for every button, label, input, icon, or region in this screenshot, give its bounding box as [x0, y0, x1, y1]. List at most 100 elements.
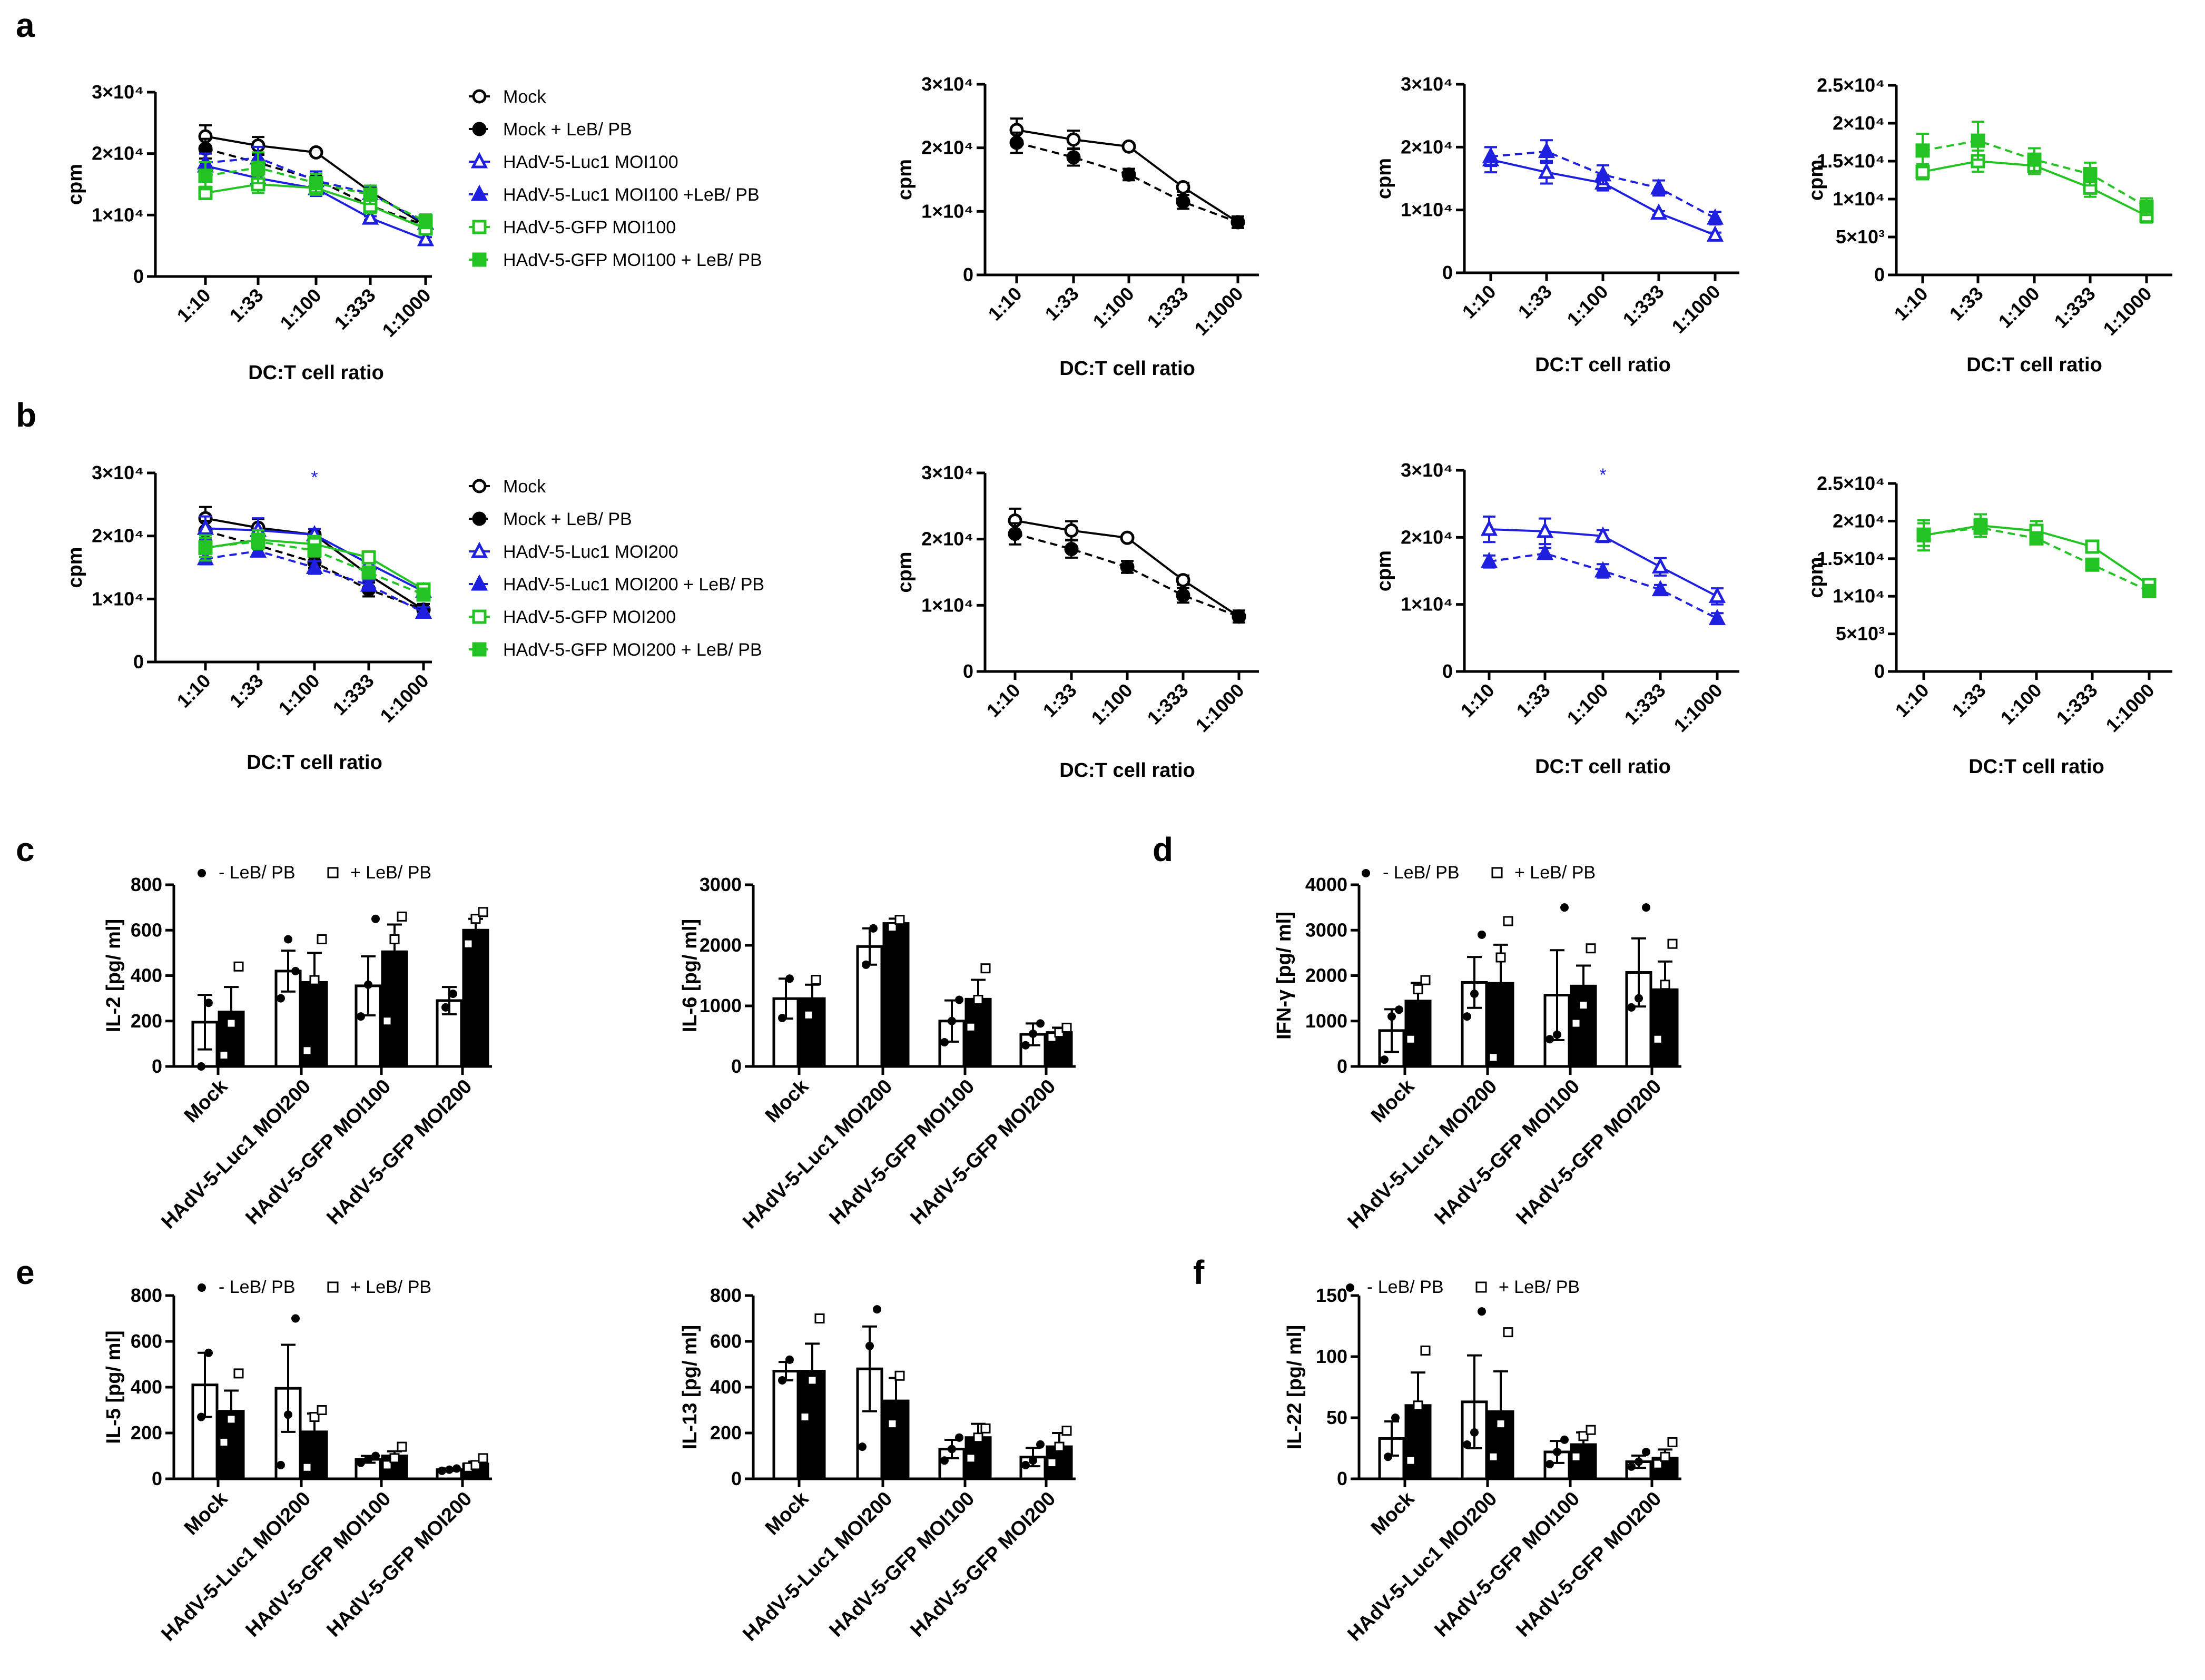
data-point — [1594, 526, 1612, 543]
replicate-dot — [1642, 1447, 1650, 1456]
chart-a3: 0 1×10⁴ 2×10⁴ 3×10⁴ 1:10 1:33 1:100 1:3331:1000… — [1373, 73, 1739, 376]
data-point — [306, 558, 323, 574]
x-tick-label: 1:10 — [1891, 679, 1933, 722]
y-tick-label: 0 — [731, 1468, 742, 1489]
chart-b2: 0 1×10⁴ 2×10⁴ 3×10⁴ 1:10 1:33 1:100 1:3331:1000… — [894, 462, 1259, 782]
significance-star: * — [1599, 465, 1606, 485]
x-tick-label: Mock — [761, 1075, 813, 1127]
x-axis-label: DC:T cell ratio — [1966, 354, 2102, 376]
y-axis-label: cpm — [894, 551, 916, 592]
y-tick-label: 3×10⁴ — [921, 73, 973, 95]
x-axis-label: DC:T cell ratio — [248, 362, 384, 384]
replicate-dot — [858, 1442, 867, 1451]
legend-square — [327, 1281, 339, 1293]
y-tick-label: 2×10⁴ — [1401, 526, 1453, 548]
bar — [772, 1370, 800, 1480]
data-point — [307, 543, 322, 558]
replicate-square — [397, 911, 407, 922]
data-point — [1538, 162, 1556, 179]
replicate-dot — [1553, 1030, 1561, 1039]
y-tick-label: 3×10⁴ — [92, 81, 144, 103]
bar — [856, 1367, 883, 1480]
legend-label: + LeB/ PB — [1499, 1277, 1580, 1297]
x-tick-label: HAdV-5-GFP MOI200 — [322, 1075, 476, 1229]
legend-marker — [472, 511, 487, 526]
y-tick-label: 200 — [131, 1422, 162, 1444]
bar — [1625, 971, 1652, 1068]
data-point — [1650, 178, 1668, 195]
data-point — [1650, 203, 1668, 220]
replicate-dot — [1560, 1435, 1569, 1444]
replicate-dot — [1021, 1041, 1030, 1050]
x-tick-label: 1:33 — [1512, 679, 1554, 722]
replicate-dot — [197, 1412, 205, 1421]
legend-marker — [472, 122, 487, 136]
y-tick-label: 5×10³ — [1836, 623, 1885, 645]
replicate-square — [309, 975, 320, 985]
x-tick-label: 1:10 — [1458, 281, 1500, 323]
legend-marker — [470, 574, 488, 591]
x-tick-label: 1:333 — [1619, 281, 1668, 330]
data-point — [418, 214, 433, 229]
x-tick-label: 1:333 — [1620, 679, 1670, 729]
replicate-dot — [1642, 903, 1650, 912]
y-axis-label: cpm — [64, 547, 86, 588]
x-tick-label: HAdV-5-GFP MOI200 — [1512, 1488, 1666, 1642]
x-axis-label: DC:T cell ratio — [1535, 756, 1671, 778]
x-tick-label: 1:100 — [1563, 679, 1612, 729]
x-axis-label: DC:T cell ratio — [1535, 354, 1671, 376]
y-tick-label: 600 — [710, 1330, 742, 1352]
y-tick-label: 0 — [963, 264, 973, 285]
data-point — [1708, 586, 1726, 603]
y-tick-label: 1000 — [1305, 1010, 1347, 1032]
x-tick-label: Mock — [180, 1075, 232, 1127]
replicate-square — [389, 934, 400, 944]
x-tick-label: 1:33 — [1039, 679, 1081, 722]
y-tick-label: 50 — [1326, 1407, 1347, 1428]
replicate-square — [966, 1453, 976, 1464]
replicate-dot — [1470, 1428, 1479, 1437]
legend-label: HAdV-5-Luc1 MOI100 +LeB/ PB — [503, 185, 760, 205]
data-point — [1706, 225, 1724, 242]
replicate-square — [1413, 1400, 1423, 1411]
x-tick-label: 1:33 — [225, 284, 268, 327]
y-tick-label: 1.5×10⁴ — [1817, 548, 1885, 569]
replicate-dot — [1553, 1447, 1561, 1456]
x-tick-label: 1:33 — [225, 670, 268, 712]
y-tick-label: 600 — [131, 1330, 162, 1352]
bar — [462, 928, 489, 1068]
replicate-dot — [1384, 1452, 1392, 1461]
legend-c1: - LeB/ PB + LeB/ PB — [198, 863, 431, 883]
data-point — [361, 550, 376, 565]
data-point — [1232, 609, 1246, 624]
data-point — [1971, 133, 1985, 148]
x-tick-label: HAdV-5-Luc1 MOI200 — [739, 1488, 897, 1646]
replicate-square — [382, 1016, 392, 1026]
y-tick-label: 4000 — [1305, 874, 1347, 895]
replicate-dot — [1029, 1029, 1037, 1038]
series-5 — [198, 533, 431, 602]
replicate-square — [1660, 1451, 1670, 1462]
y-tick-label: 0 — [133, 651, 144, 673]
data-point — [2027, 152, 2042, 167]
y-tick-label: 2×10⁴ — [92, 143, 144, 164]
replicate-square — [1413, 984, 1423, 994]
y-tick-label: 200 — [131, 1010, 162, 1032]
y-tick-label: 0 — [1442, 660, 1453, 682]
x-tick-label: HAdV-5-GFP MOI100 — [825, 1488, 979, 1642]
y-tick-label: 5×10³ — [1836, 226, 1885, 248]
replicate-dot — [1463, 1440, 1471, 1449]
x-tick-label: HAdV-5-GFP MOI100 — [241, 1488, 395, 1642]
y-tick-label: 0 — [963, 660, 973, 682]
x-tick-label: 1:333 — [330, 284, 380, 334]
data-point — [249, 541, 267, 558]
x-tick-label: 1:10 — [173, 670, 215, 712]
legend-marker — [472, 220, 487, 234]
data-point — [1231, 215, 1245, 230]
replicate-dot — [291, 966, 300, 975]
replicate-square — [973, 1432, 983, 1443]
x-tick-label: HAdV-5-Luc1 MOI200 — [157, 1488, 315, 1646]
x-tick-label: Mock — [1367, 1075, 1419, 1127]
y-tick-label: 0 — [731, 1055, 742, 1077]
replicate-square — [1503, 916, 1513, 926]
